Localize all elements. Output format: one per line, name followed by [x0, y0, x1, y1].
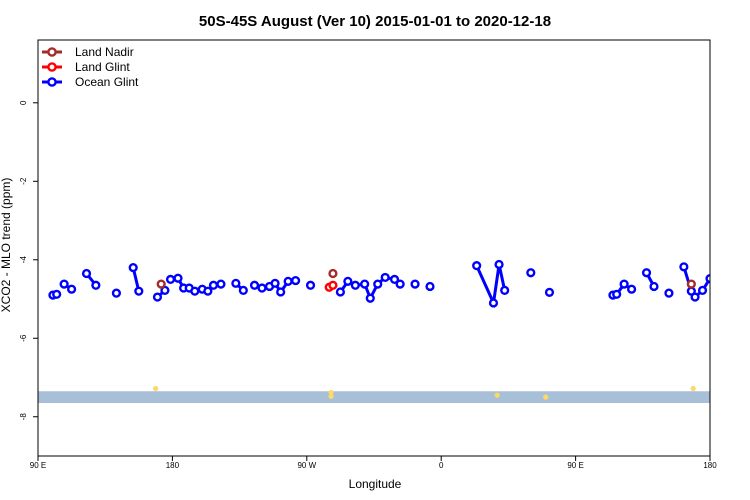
- data-point: [173, 273, 183, 283]
- data-point: [500, 285, 510, 295]
- data-point: [649, 281, 659, 292]
- data-point: [59, 279, 69, 289]
- y-tick-label: -8: [19, 413, 28, 421]
- data-point: [52, 289, 62, 299]
- series-land-nadir: [156, 268, 696, 289]
- chart-title: 50S-45S August (Ver 10) 2015-01-01 to 20…: [199, 13, 551, 30]
- data-point: [690, 292, 700, 302]
- data-point: [335, 287, 346, 297]
- data-point: [66, 284, 77, 294]
- x-tick-label: 90 E: [567, 461, 583, 470]
- data-point: [472, 261, 482, 271]
- legend-marker: [47, 77, 57, 87]
- data-point: [664, 288, 674, 298]
- x-axis: 90 E 180 90 W 0 90 E 180: [30, 456, 717, 470]
- baseline-band: [38, 391, 710, 404]
- data-point: [612, 289, 622, 299]
- data-point: [619, 279, 629, 289]
- data-point: [488, 298, 499, 308]
- data-point: [190, 286, 200, 296]
- data-point: [410, 279, 420, 289]
- data-point: [270, 278, 280, 288]
- x-axis-label: Longitude: [349, 477, 402, 491]
- data-point: [360, 279, 370, 289]
- data-point: [544, 287, 555, 297]
- highlight-mark: [153, 385, 159, 392]
- legend-marker: [47, 47, 57, 57]
- data-point: [494, 259, 504, 270]
- data-point: [165, 274, 176, 284]
- y-axis-label: XCO2 - MLO trend (ppm): [0, 178, 13, 313]
- plot-area: [38, 259, 710, 404]
- data-point: [249, 280, 260, 290]
- x-tick-label: 90 W: [297, 461, 316, 470]
- highlight-mark: [494, 392, 500, 398]
- data-point: [152, 292, 163, 302]
- x-tick-label: 0: [439, 461, 444, 470]
- data-point: [380, 272, 390, 283]
- y-tick-label: 0: [19, 100, 28, 105]
- data-point: [365, 293, 375, 303]
- data-point: [156, 279, 166, 289]
- highlight-mark: [328, 393, 334, 399]
- data-point: [679, 262, 689, 272]
- x-tick-label: 180: [166, 461, 180, 470]
- data-point: [208, 280, 219, 290]
- highlight-mark: [690, 385, 696, 392]
- data-point: [626, 284, 637, 294]
- data-point: [686, 279, 696, 289]
- data-point: [425, 281, 435, 292]
- data-point: [231, 278, 241, 288]
- data-point: [395, 279, 405, 289]
- legend-item-ocean-glint: Ocean Glint: [42, 75, 139, 89]
- x-tick-label: 180: [703, 461, 717, 470]
- series-ocean-glint: [48, 259, 710, 309]
- data-point: [283, 276, 293, 286]
- data-point: [238, 285, 248, 295]
- highlight-mark: [543, 394, 549, 400]
- legend-item-land-nadir: Land Nadir: [42, 45, 134, 59]
- data-point: [128, 263, 138, 273]
- plot-frame: [37, 39, 711, 457]
- data-point: [343, 276, 353, 286]
- legend-item-land-glint: Land Glint: [42, 60, 130, 74]
- data-point: [350, 280, 360, 290]
- data-point: [216, 279, 226, 289]
- data-point: [641, 268, 652, 278]
- y-tick-label: -6: [19, 334, 28, 342]
- data-point: [389, 274, 400, 284]
- data-point: [91, 280, 101, 290]
- data-point: [373, 279, 383, 289]
- x-tick-label: 90 E: [30, 461, 46, 470]
- data-point: [305, 280, 316, 290]
- data-point: [134, 286, 144, 296]
- series-line: [475, 264, 507, 309]
- data-point: [276, 287, 286, 297]
- legend-label: Land Nadir: [75, 45, 134, 59]
- y-tick-label: -2: [19, 177, 28, 185]
- data-point: [526, 268, 536, 278]
- legend-label: Ocean Glint: [75, 75, 139, 89]
- data-point: [697, 285, 708, 295]
- data-point: [291, 275, 301, 286]
- series-land-glint: [324, 280, 338, 292]
- y-axis: 0 -2 -4 -6 -8: [19, 100, 38, 420]
- data-point: [111, 288, 122, 298]
- y-tick-label: -4: [19, 256, 28, 264]
- highlight-mark: [328, 389, 334, 396]
- legend-marker: [47, 62, 57, 72]
- data-point: [203, 286, 213, 296]
- data-point: [257, 283, 267, 293]
- data-point: [328, 268, 338, 279]
- data-point: [81, 268, 92, 279]
- data-point: [160, 285, 170, 295]
- data-point: [328, 280, 338, 290]
- legend-label: Land Glint: [75, 60, 130, 74]
